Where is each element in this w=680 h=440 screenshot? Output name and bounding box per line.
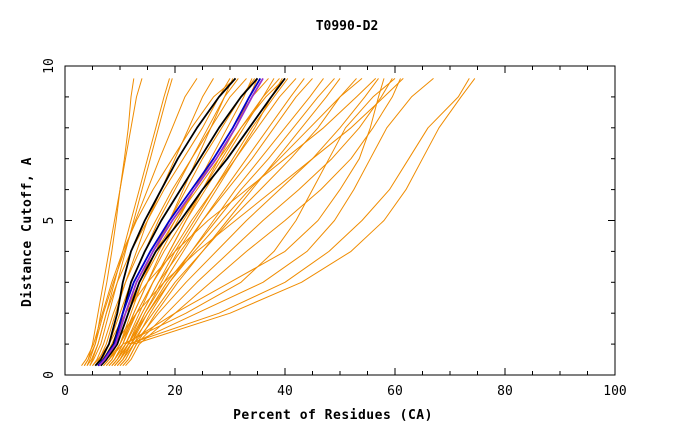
series-line-black-41 [100, 77, 286, 367]
series-line-orange-35 [103, 78, 258, 367]
y-axis-label: Distance Cutoff, A [20, 157, 35, 307]
y-tick-label: 10 [42, 58, 57, 74]
x-tick-label: 40 [277, 384, 293, 399]
x-axis-label: Percent of Residues (CA) [233, 408, 433, 423]
series-line-purple-43 [98, 77, 264, 367]
series-line-orange-33 [83, 78, 143, 366]
series-line-orange-30 [122, 78, 341, 367]
series-line-orange-21 [103, 78, 396, 367]
series-line-orange-8 [103, 78, 269, 367]
x-tick-label: 100 [603, 384, 626, 399]
series-line-black-39 [94, 77, 237, 367]
x-tick-label: 0 [61, 384, 69, 399]
series-line-orange-32 [92, 78, 247, 366]
series-line-orange-31 [86, 78, 231, 366]
series-line-orange-3 [86, 78, 135, 366]
y-tick-label: 5 [42, 217, 57, 225]
series-line-orange-34 [89, 78, 170, 366]
x-tick-label: 60 [387, 384, 403, 399]
series-line-orange-37 [97, 78, 286, 367]
series-line-orange-16 [125, 78, 401, 367]
series-layer [81, 77, 476, 367]
tick-layer: 0 20 40 60 80 100 0 5 10 [42, 58, 627, 399]
series-line-orange-14 [119, 78, 379, 367]
series-line-orange-25 [108, 78, 253, 367]
series-line-orange-5 [94, 78, 214, 366]
x-tick-label: 80 [497, 384, 513, 399]
series-line-orange-4 [89, 78, 173, 366]
series-line-orange-36 [111, 78, 283, 367]
series-line-orange-18 [114, 78, 434, 367]
y-tick-label: 0 [42, 371, 57, 379]
series-line-orange-29 [119, 78, 324, 367]
series-line-orange-38 [114, 78, 363, 367]
x-tick-label: 20 [167, 384, 183, 399]
chart-title: T0990-D2 [316, 19, 379, 34]
